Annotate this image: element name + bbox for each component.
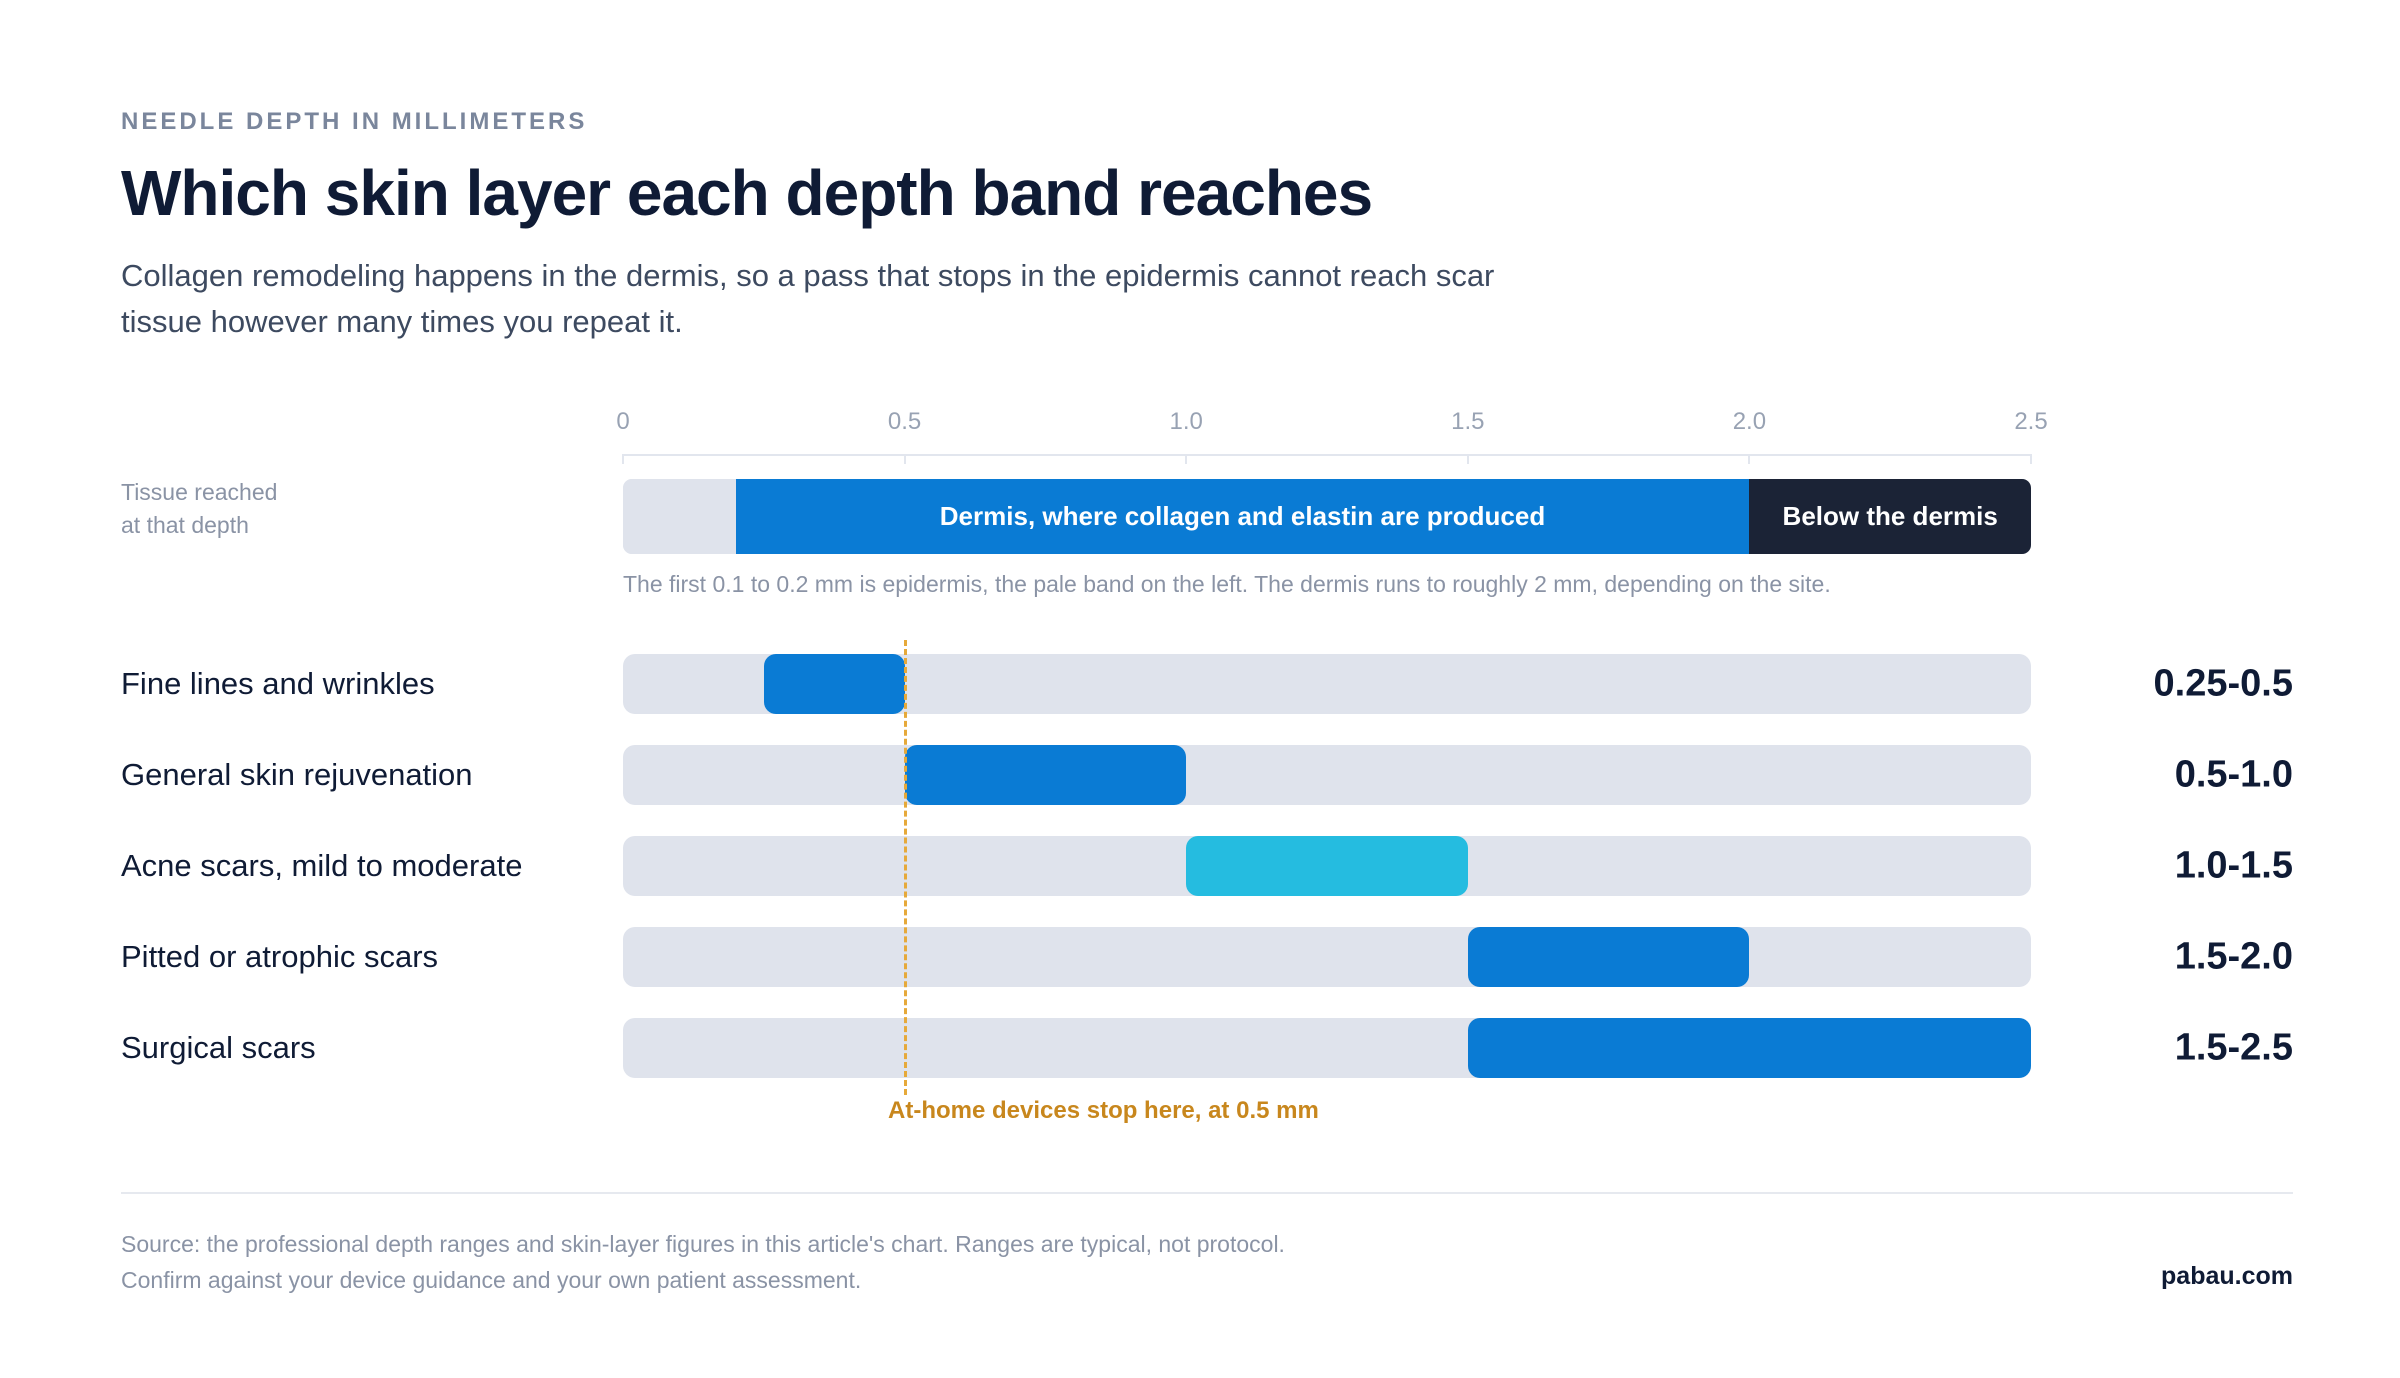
- row-track: [623, 745, 2031, 805]
- axis-tick: [622, 454, 624, 464]
- depth-range-bar: [1186, 836, 1468, 896]
- row-track: [623, 836, 2031, 896]
- tissue-label-line-1: Tissue reached: [121, 479, 278, 505]
- footer-divider: [121, 1192, 2293, 1194]
- at-home-device-label: At-home devices stop here, at 0.5 mm: [888, 1097, 1319, 1124]
- row-track: [623, 654, 2031, 714]
- axis-tick-label: 2.0: [1732, 408, 1767, 435]
- row-label: Surgical scars: [121, 1030, 316, 1065]
- eyebrow-label: NEEDLE DEPTH IN MILLIMETERS: [121, 108, 588, 135]
- chart-subtitle: Collagen remodeling happens in the dermi…: [121, 258, 1495, 339]
- axis-line: [623, 454, 2031, 456]
- row-track: [623, 1018, 2031, 1078]
- tissue-label-line-2: at that depth: [121, 512, 249, 538]
- depth-range-bar: [763, 654, 905, 714]
- axis-tick: [1466, 454, 1469, 464]
- range-value-label: 1.5-2.0: [2174, 935, 2293, 978]
- source-note: Source: the professional depth ranges an…: [121, 1231, 1285, 1293]
- range-value-label: 0.5-1.0: [2174, 753, 2293, 796]
- tissue-reached-label: Tissue reached at that depth: [121, 476, 341, 542]
- range-value-label: 1.0-1.5: [2174, 844, 2293, 887]
- brand-link[interactable]: pabau.com: [2161, 1262, 2293, 1290]
- range-value-label: 1.5-2.5: [2174, 1026, 2293, 1069]
- range-value-label: 0.25-0.5: [2153, 662, 2293, 705]
- row-label: General skin rejuvenation: [121, 757, 473, 792]
- row-label: Acne scars, mild to moderate: [121, 848, 523, 883]
- chart-title: Which skin layer each depth band reaches: [121, 157, 1373, 229]
- axis-tick-label: 1.5: [1451, 408, 1485, 435]
- skin-layer-bar: Dermis, where collagen and elastin are p…: [623, 479, 2031, 554]
- row-label: Fine lines and wrinkles: [121, 666, 435, 701]
- axis-tick-label: 0.5: [887, 408, 922, 435]
- layer-segment: Below the dermis: [1749, 479, 2031, 554]
- depth-range-bar: [1467, 1018, 2031, 1078]
- at-home-device-line: [903, 640, 907, 1095]
- depth-range-bar: [904, 745, 1187, 805]
- layer-segment: Dermis, where collagen and elastin are p…: [735, 479, 1750, 554]
- layer-note: The first 0.1 to 0.2 mm is epidermis, th…: [623, 571, 1831, 597]
- depth-range-bar: [1467, 927, 1750, 987]
- axis-tick: [1748, 454, 1751, 464]
- axis-tick-label: 2.5: [2014, 408, 2048, 435]
- axis-tick-label: 1.0: [1169, 408, 1203, 435]
- row-label: Pitted or atrophic scars: [121, 939, 439, 974]
- axis-tick: [1185, 454, 1188, 464]
- row-track: [623, 927, 2031, 987]
- axis-tick-label: 0: [616, 408, 630, 435]
- layer-segment: [623, 479, 736, 554]
- axis-tick: [903, 454, 906, 464]
- axis-tick: [2030, 454, 2032, 464]
